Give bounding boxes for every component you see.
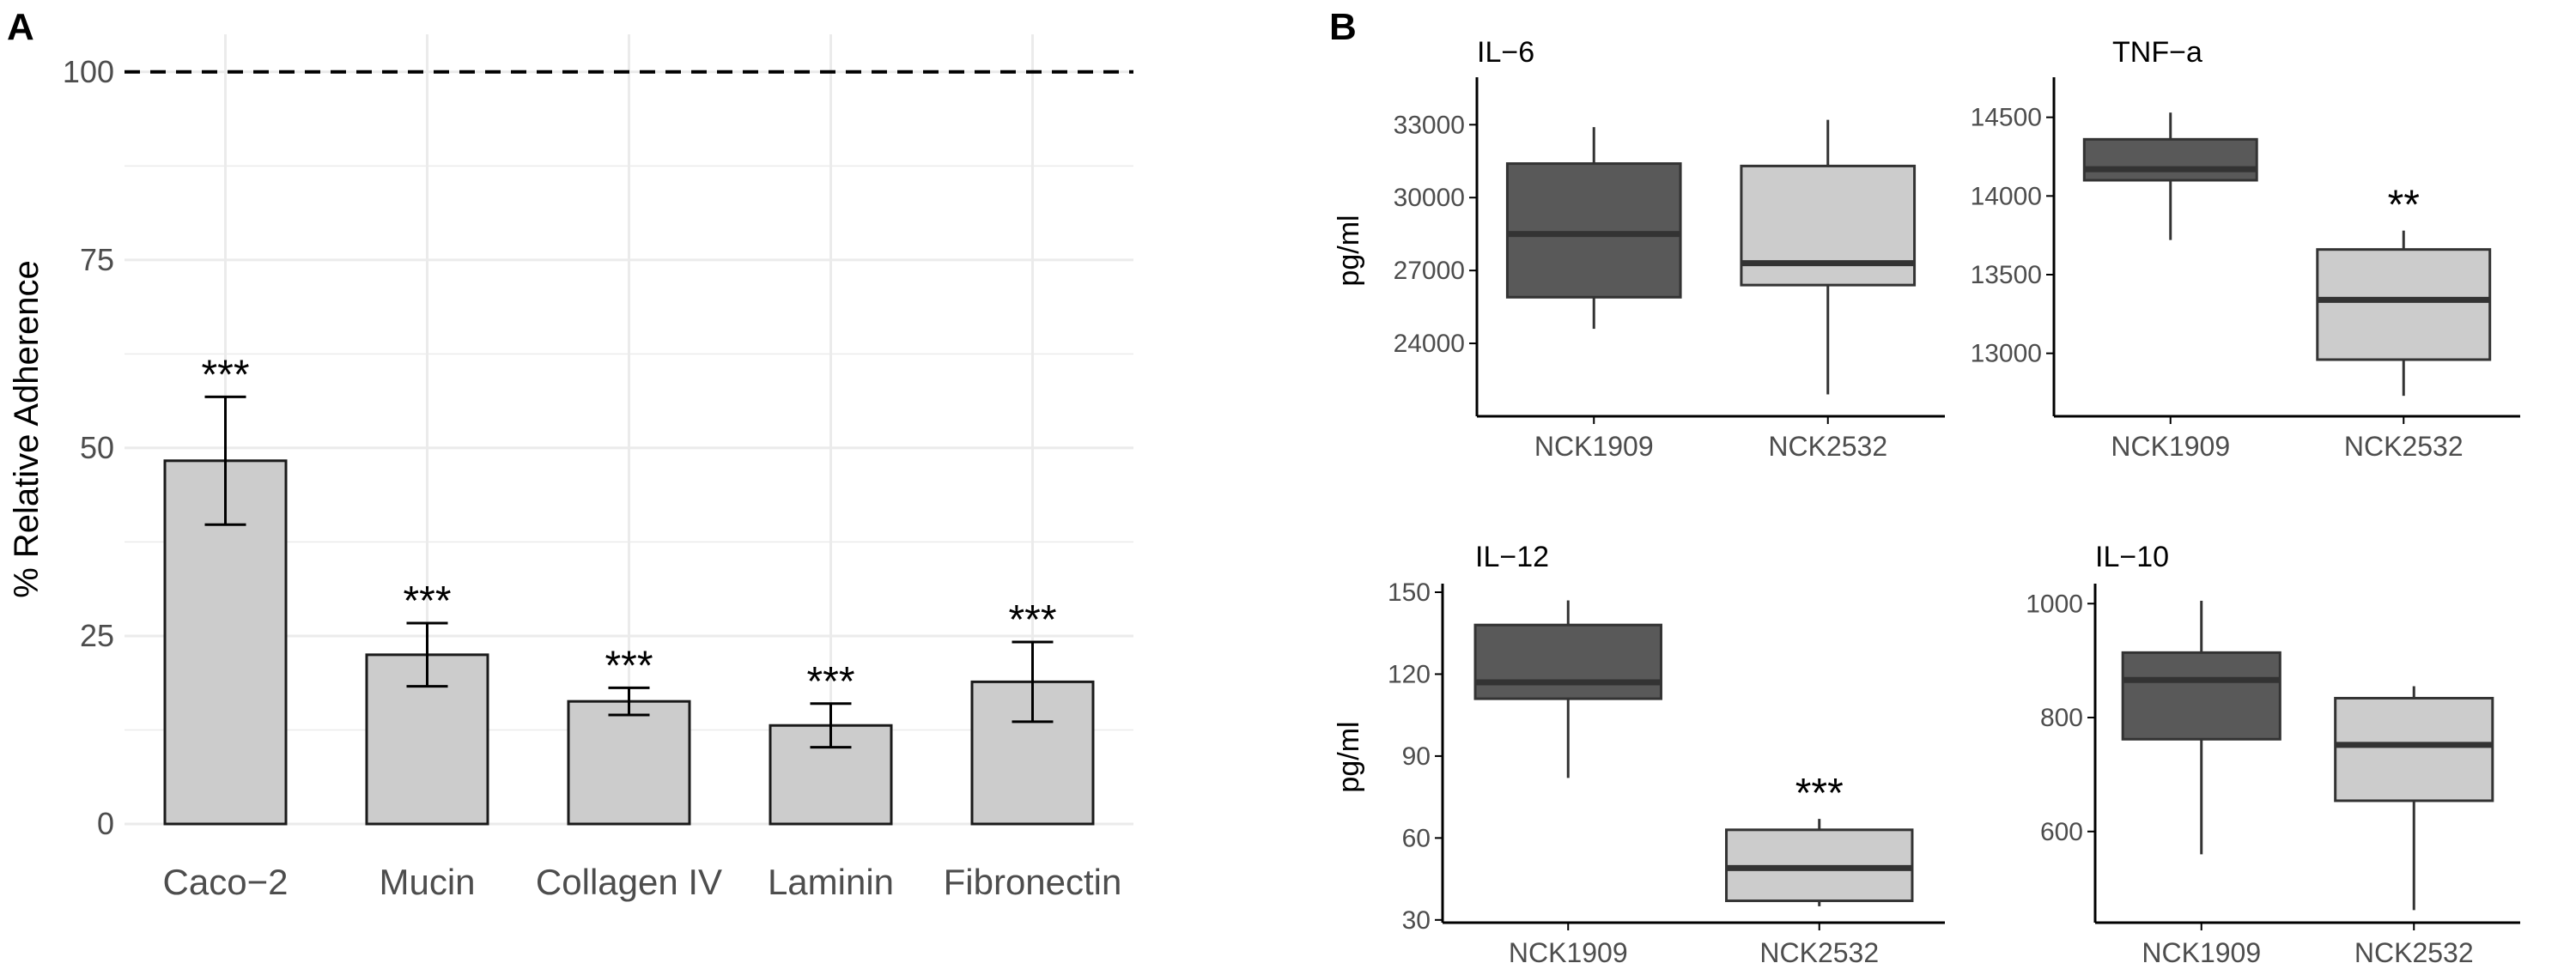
x-category-label: Laminin — [768, 862, 894, 902]
y-tick-label: 90 — [1402, 742, 1431, 771]
x-category-label: Fibronectin — [944, 862, 1122, 902]
y-tick-label: 75 — [80, 242, 114, 277]
box-plot-2: TNF−a 13000 13500 14000 14500 NCK1909 ** NCK253… — [1971, 36, 2520, 462]
error-bar-0 — [204, 395, 246, 526]
error-bar-4 — [1012, 640, 1054, 724]
y-tick-label: 60 — [1402, 824, 1431, 852]
box-plot-title: IL−10 — [2095, 541, 2169, 573]
box-iqr — [2082, 137, 2258, 182]
y-tick-label: 0 — [97, 806, 114, 841]
significance-label: *** — [1008, 597, 1056, 643]
x-category-label: NCK1909 — [2142, 937, 2261, 963]
box-plot-1: IL−6 pg/ml 24000 27000 30000 33000 NCK1909 NCK2… — [1333, 36, 1945, 462]
box-1 — [2316, 230, 2492, 397]
box-iqr — [1505, 162, 1682, 299]
box-plot-title: IL−6 — [1477, 36, 1534, 69]
box-plot-title: TNF−a — [2112, 36, 2202, 69]
y-tick-label: 14500 — [1971, 104, 2042, 132]
box-0 — [2082, 112, 2258, 240]
box-iqr — [2334, 696, 2494, 802]
y-tick-label: 600 — [2040, 818, 2083, 846]
box-1 — [1740, 119, 1917, 395]
y-tick-label: 33000 — [1394, 111, 1465, 139]
bar-chart-panel-a: 0 25 50 75 100 % Relative Adherence *** Caco−2 *… — [8, 34, 1133, 902]
significance-label: *** — [403, 578, 451, 624]
bar-2 — [567, 700, 691, 826]
y-tick-label: 120 — [1388, 660, 1431, 688]
y-tick-label: 30000 — [1394, 184, 1465, 212]
y-tick-label: 150 — [1388, 578, 1431, 607]
y-tick-label: 13500 — [1971, 261, 2042, 289]
box-0 — [1473, 600, 1662, 778]
panel-b-letter: B — [1329, 6, 1357, 48]
box-plot-4: IL−10 600 800 1000 NCK1909 NCK2532 — [2026, 541, 2520, 963]
y-tick-label: 14000 — [1971, 182, 2042, 210]
x-category-label: NCK2532 — [2354, 937, 2474, 963]
box-iqr — [2316, 248, 2492, 361]
box-iqr — [1473, 623, 1662, 700]
box-0 — [2121, 600, 2281, 855]
x-category-label: NCK1909 — [2111, 431, 2230, 462]
y-tick-label: 27000 — [1394, 257, 1465, 285]
y-tick-label: 13000 — [1971, 340, 2042, 368]
significance-label: ** — [2388, 183, 2420, 228]
box-0 — [1505, 127, 1682, 330]
y-tick-label: 25 — [80, 618, 114, 653]
y-axis-title: % Relative Adherence — [8, 260, 46, 598]
x-category-label: NCK2532 — [1759, 937, 1879, 963]
y-tick-label: 800 — [2040, 704, 2083, 732]
box-plots-panel-b: IL−6 pg/ml 24000 27000 30000 33000 NCK1909 NCK2… — [1333, 36, 2520, 963]
error-bar-1 — [406, 621, 448, 688]
x-category-label: Collagen IV — [536, 862, 722, 902]
y-tick-label: 24000 — [1394, 330, 1465, 358]
significance-label: *** — [806, 659, 854, 705]
x-category-label: Mucin — [379, 862, 475, 902]
box-plot-title: IL−12 — [1475, 541, 1549, 573]
box-1 — [1725, 819, 1914, 906]
x-category-label: NCK2532 — [2344, 431, 2464, 462]
box-plot-3: IL−12 pg/ml 30 60 90 120 150 NCK1909 *** NCK2532 — [1333, 541, 1945, 963]
y-tick-label: 30 — [1402, 906, 1431, 935]
error-bar-2 — [608, 686, 650, 717]
significance-label: *** — [201, 352, 249, 397]
significance-label: *** — [1795, 771, 1844, 816]
y-axis-title: pg/ml — [1333, 215, 1365, 286]
x-category-label: NCK1909 — [1509, 937, 1628, 963]
x-category-label: Caco−2 — [163, 862, 289, 902]
error-bar-3 — [810, 702, 852, 749]
x-category-label: NCK1909 — [1534, 431, 1654, 462]
box-1 — [2334, 686, 2494, 911]
box-iqr — [2121, 651, 2281, 741]
panel-a-letter: A — [7, 6, 34, 48]
y-axis-title: pg/ml — [1333, 721, 1365, 792]
significance-label: *** — [605, 643, 653, 688]
y-tick-label: 50 — [80, 430, 114, 465]
y-tick-label: 100 — [63, 54, 114, 89]
box-iqr — [1740, 164, 1917, 287]
y-tick-label: 1000 — [2026, 590, 2083, 618]
x-category-label: NCK2532 — [1768, 431, 1887, 462]
